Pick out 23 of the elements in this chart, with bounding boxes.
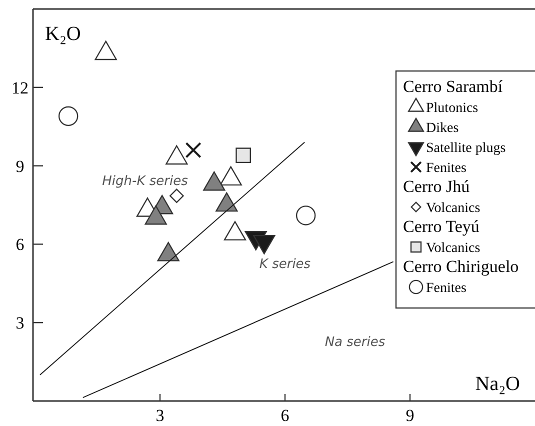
annotation: Cerro Sarambí [403, 77, 503, 96]
annotation: Cerro Jhú [403, 177, 470, 196]
legend-label: Satellite plugs [426, 141, 506, 156]
annotation: K series [259, 257, 311, 272]
x-axis-title: Na₂O [475, 373, 520, 395]
x-tick-label: 9 [406, 406, 414, 425]
legend-label: Plutonics [426, 101, 478, 116]
y-tick-label: 12 [12, 78, 28, 98]
y-tick-label: 9 [16, 156, 24, 176]
y-tick-label: 6 [16, 235, 24, 254]
annotation: High-K series [102, 174, 188, 189]
y-tick-label: 3 [16, 314, 24, 333]
annotation: Cerro Teyú [403, 217, 480, 236]
y-axis-title: K₂O [45, 23, 81, 45]
annotation: Cerro Chiriguelo [403, 257, 519, 276]
legend-label: Fenites [426, 281, 466, 296]
legend-label: Volcanics [426, 201, 480, 216]
legend-label: Dikes [426, 121, 459, 136]
annotation: Na series [324, 335, 386, 350]
legend-label: Fenites [426, 161, 466, 176]
legend-label: Volcanics [426, 241, 480, 256]
x-tick-label: 6 [280, 406, 290, 425]
x-tick-label: 3 [156, 406, 164, 425]
